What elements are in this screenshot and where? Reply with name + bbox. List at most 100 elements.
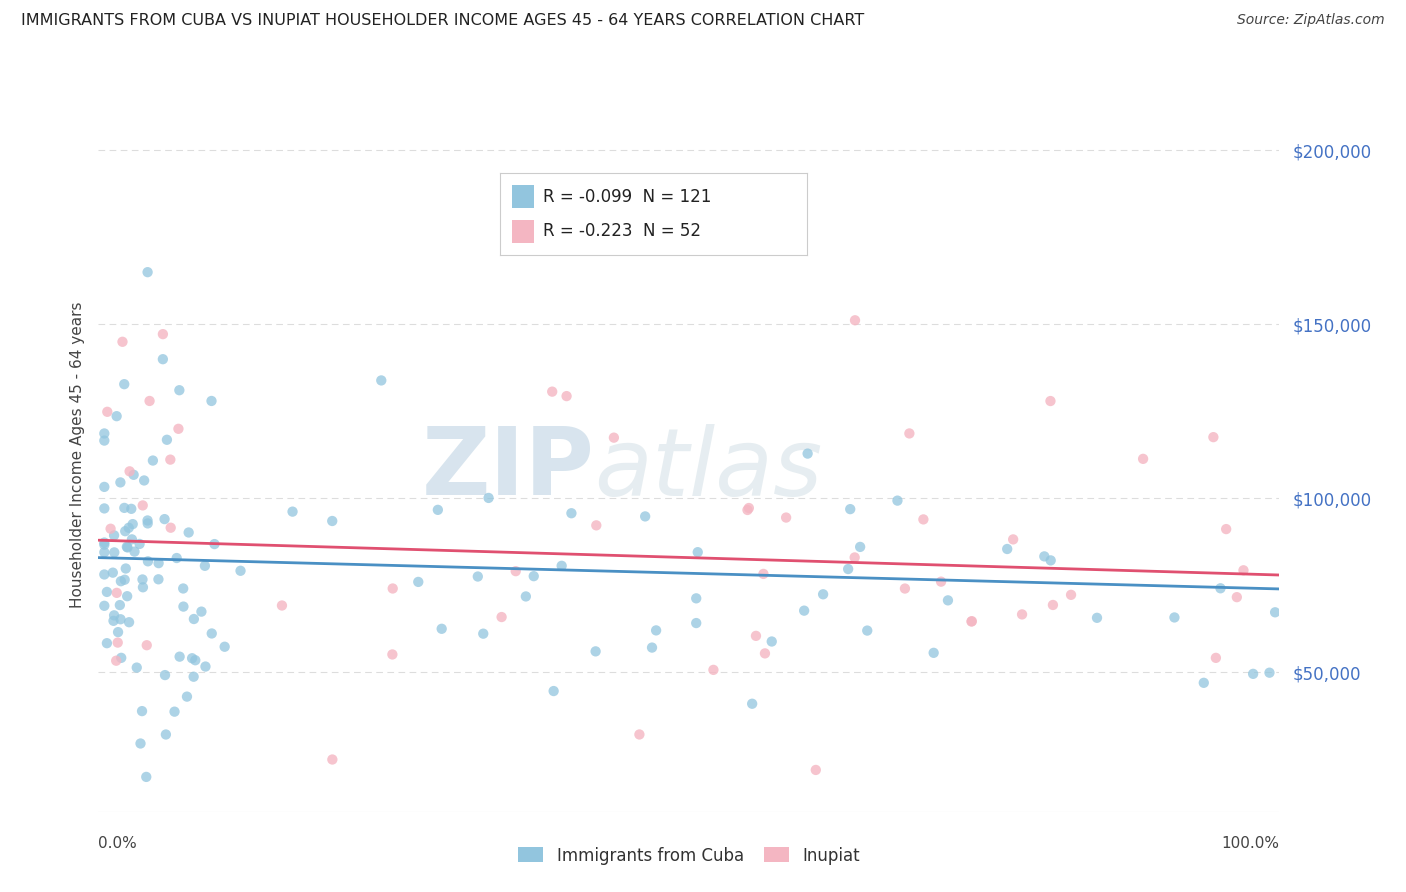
Point xyxy=(281,505,304,519)
Point xyxy=(381,582,404,596)
Point xyxy=(1209,582,1232,596)
Point xyxy=(96,585,118,599)
Point xyxy=(112,377,135,392)
Point xyxy=(839,502,862,516)
Point xyxy=(491,610,513,624)
Point xyxy=(645,624,668,638)
Point xyxy=(737,503,759,517)
Point xyxy=(117,541,139,555)
Point xyxy=(135,638,157,652)
Point xyxy=(194,659,217,673)
Point xyxy=(894,582,917,596)
Point xyxy=(184,653,207,667)
Point xyxy=(1039,553,1062,567)
Point xyxy=(156,433,179,447)
Text: atlas: atlas xyxy=(595,424,823,515)
Point xyxy=(121,517,143,532)
Point xyxy=(628,727,651,741)
Point xyxy=(112,500,135,515)
Point xyxy=(124,544,146,558)
Point xyxy=(515,590,537,604)
Point xyxy=(114,561,136,575)
Point xyxy=(430,622,453,636)
Point xyxy=(176,690,198,704)
Point xyxy=(1264,605,1286,619)
Point xyxy=(105,654,128,668)
Point xyxy=(555,389,578,403)
Point xyxy=(856,624,879,638)
Point xyxy=(93,545,115,559)
Point xyxy=(849,540,872,554)
Point xyxy=(136,554,159,568)
Point xyxy=(107,635,129,649)
Text: R = -0.223  N = 52: R = -0.223 N = 52 xyxy=(543,222,702,240)
Point xyxy=(131,704,153,718)
Point xyxy=(101,566,124,580)
Text: Source: ZipAtlas.com: Source: ZipAtlas.com xyxy=(1237,13,1385,28)
Point xyxy=(523,569,546,583)
Point xyxy=(1202,430,1225,444)
Point xyxy=(142,453,165,467)
Point xyxy=(172,582,194,596)
Point xyxy=(702,663,724,677)
Point xyxy=(134,474,156,488)
Point xyxy=(115,540,138,554)
Point xyxy=(381,648,404,662)
Point xyxy=(634,509,657,524)
Point xyxy=(110,475,132,490)
Point xyxy=(136,516,159,531)
Point xyxy=(754,646,776,660)
Point xyxy=(844,313,866,327)
Point xyxy=(775,510,797,524)
Point xyxy=(136,513,159,527)
Point xyxy=(135,770,157,784)
Point xyxy=(505,564,527,578)
Point xyxy=(472,626,495,640)
Point xyxy=(183,612,205,626)
Point xyxy=(1232,563,1254,577)
Point xyxy=(118,464,141,478)
Point xyxy=(929,574,952,589)
Point xyxy=(1226,590,1249,604)
Point xyxy=(148,556,170,570)
Point xyxy=(936,593,959,607)
Point xyxy=(148,572,170,586)
Point xyxy=(406,574,429,589)
Point xyxy=(685,615,707,630)
Point xyxy=(169,383,191,397)
Point xyxy=(103,608,125,623)
Point xyxy=(922,646,945,660)
Point xyxy=(120,501,142,516)
Point xyxy=(128,537,150,551)
Point xyxy=(105,586,128,600)
Point xyxy=(96,405,118,419)
Point xyxy=(886,493,908,508)
Point xyxy=(152,327,174,342)
Point xyxy=(844,550,866,565)
Point xyxy=(103,545,125,559)
Point xyxy=(1002,533,1025,547)
Bar xyxy=(512,219,534,243)
Point xyxy=(370,373,392,387)
Point xyxy=(477,491,499,505)
Point xyxy=(159,452,181,467)
Point xyxy=(995,541,1018,556)
Point xyxy=(181,651,204,665)
Point xyxy=(93,538,115,552)
Point xyxy=(172,599,194,614)
Point xyxy=(321,514,343,528)
Point xyxy=(685,591,707,606)
Text: R = -0.099  N = 121: R = -0.099 N = 121 xyxy=(543,188,711,206)
Point xyxy=(132,580,155,594)
Point xyxy=(752,566,775,581)
Point xyxy=(960,615,983,629)
Point xyxy=(153,668,176,682)
Point xyxy=(738,501,761,516)
Point xyxy=(93,480,115,494)
Point xyxy=(793,604,815,618)
Point xyxy=(136,265,159,279)
Point xyxy=(550,558,572,573)
Point xyxy=(585,644,607,658)
Point xyxy=(93,535,115,549)
Text: ZIP: ZIP xyxy=(422,423,595,516)
